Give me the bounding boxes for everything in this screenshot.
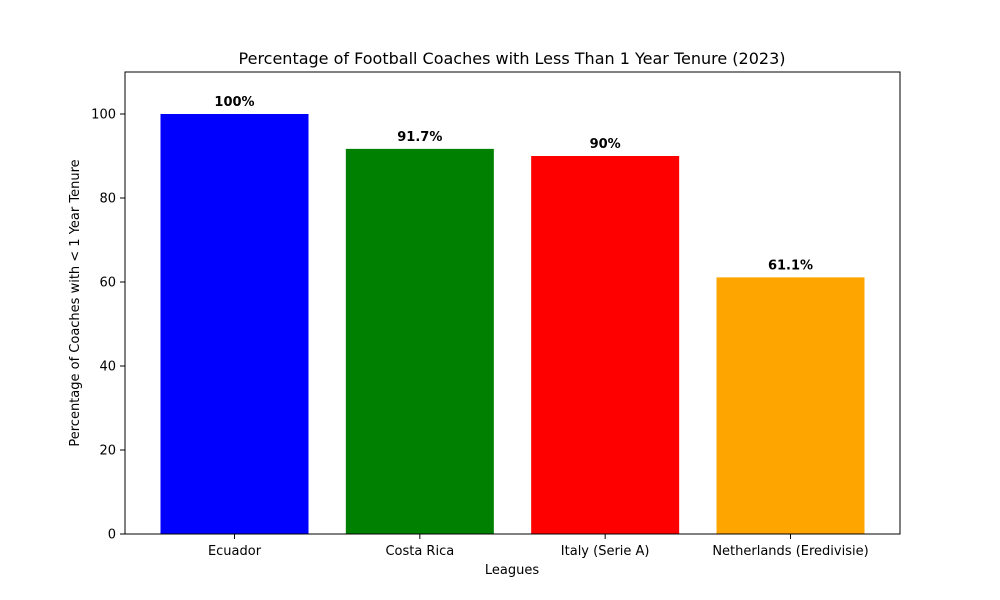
chart-title: Percentage of Football Coaches with Less… bbox=[239, 49, 786, 68]
y-axis: 0 20 40 60 80 100 bbox=[91, 108, 125, 543]
y-tick-label: 60 bbox=[99, 276, 116, 291]
x-tick-label: Ecuador bbox=[208, 544, 262, 559]
data-labels-layer: 100% 91.7% 90% 61.1% bbox=[214, 95, 813, 273]
bar-value-label: 91.7% bbox=[397, 130, 442, 145]
y-tick-label: 80 bbox=[99, 192, 116, 207]
x-axis: Ecuador Costa Rica Italy (Serie A) Netherla… bbox=[208, 534, 869, 559]
bars-layer bbox=[160, 114, 865, 535]
y-tick-label: 0 bbox=[108, 528, 116, 543]
bar-2 bbox=[345, 148, 494, 535]
y-tick-label: 40 bbox=[99, 360, 116, 375]
bar-4 bbox=[716, 277, 865, 534]
x-tick-label: Italy (Serie A) bbox=[561, 544, 650, 559]
bar-1 bbox=[160, 114, 309, 534]
y-tick-label: 100 bbox=[91, 108, 116, 123]
y-axis-label: Percentage of Coaches with < 1 Year Tenu… bbox=[68, 159, 83, 446]
plot-frame bbox=[124, 71, 901, 535]
x-axis-label: Leagues bbox=[485, 563, 539, 578]
x-tick-label: Netherlands (Eredivisie) bbox=[712, 544, 868, 559]
bar-value-label: 61.1% bbox=[768, 258, 813, 273]
bar-value-label: 90% bbox=[590, 137, 621, 152]
bar-3 bbox=[531, 156, 680, 534]
y-tick-label: 20 bbox=[99, 444, 116, 459]
x-tick-label: Costa Rica bbox=[385, 544, 454, 559]
bar-value-label: 100% bbox=[214, 95, 254, 110]
